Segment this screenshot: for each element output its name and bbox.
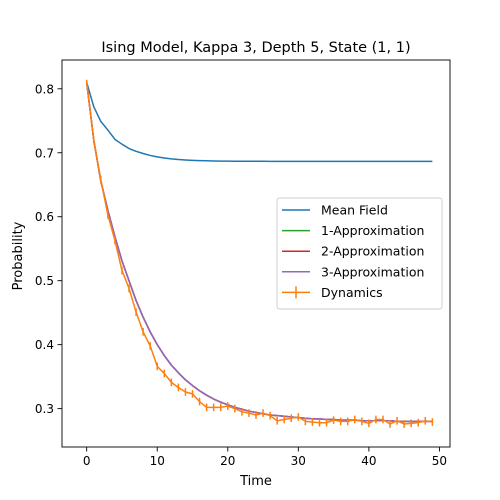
y-tick-label: 0.6 <box>35 210 54 224</box>
axes-frame <box>61 59 451 448</box>
axes-layer: 0 10 20 30 40 50 0.3 0.4 0.5 0.6 0.7 0.8 <box>35 59 451 468</box>
legend-item: Dynamics <box>282 285 383 300</box>
series-layer <box>85 79 434 428</box>
y-tick-label: 0.4 <box>35 338 54 352</box>
chart-title: Ising Model, Kappa 3, Depth 5, State (1,… <box>101 40 410 56</box>
series-line-mean-field <box>85 82 433 163</box>
legend: Mean Field 1-Approximation 2-Approximation… <box>276 197 443 310</box>
x-tick-label: 30 <box>291 454 306 468</box>
y-tick-label: 0.7 <box>35 146 54 160</box>
legend-item: 3-Approximation <box>282 264 424 279</box>
y-tick-label: 0.5 <box>35 274 54 288</box>
legend-item: 2-Approximation <box>282 244 424 259</box>
legend-label: Mean Field <box>321 203 388 218</box>
plot-clip-group <box>85 79 434 428</box>
legend-item: Mean Field <box>282 203 388 218</box>
x-tick-label: 40 <box>361 454 376 468</box>
legend-label: 1-Approximation <box>321 223 424 238</box>
series-line-dynamics <box>85 82 433 425</box>
legend-label: Dynamics <box>321 285 383 300</box>
legend-label: 2-Approximation <box>321 244 424 259</box>
y-tick-label: 0.8 <box>35 82 54 96</box>
y-tick-label: 0.3 <box>35 402 54 416</box>
x-axis-label: Time <box>239 474 272 489</box>
series-mean-field <box>85 82 433 163</box>
legend-label: 3-Approximation <box>321 264 424 279</box>
x-tick-label: 0 <box>83 454 91 468</box>
legend-box <box>276 197 443 310</box>
y-axis-label: Probability <box>11 221 26 290</box>
series-dynamics <box>85 79 434 428</box>
x-tick-label: 20 <box>220 454 235 468</box>
x-tick-label: 10 <box>150 454 165 468</box>
x-tick-label: 50 <box>432 454 447 468</box>
legend-item: 1-Approximation <box>282 223 424 238</box>
